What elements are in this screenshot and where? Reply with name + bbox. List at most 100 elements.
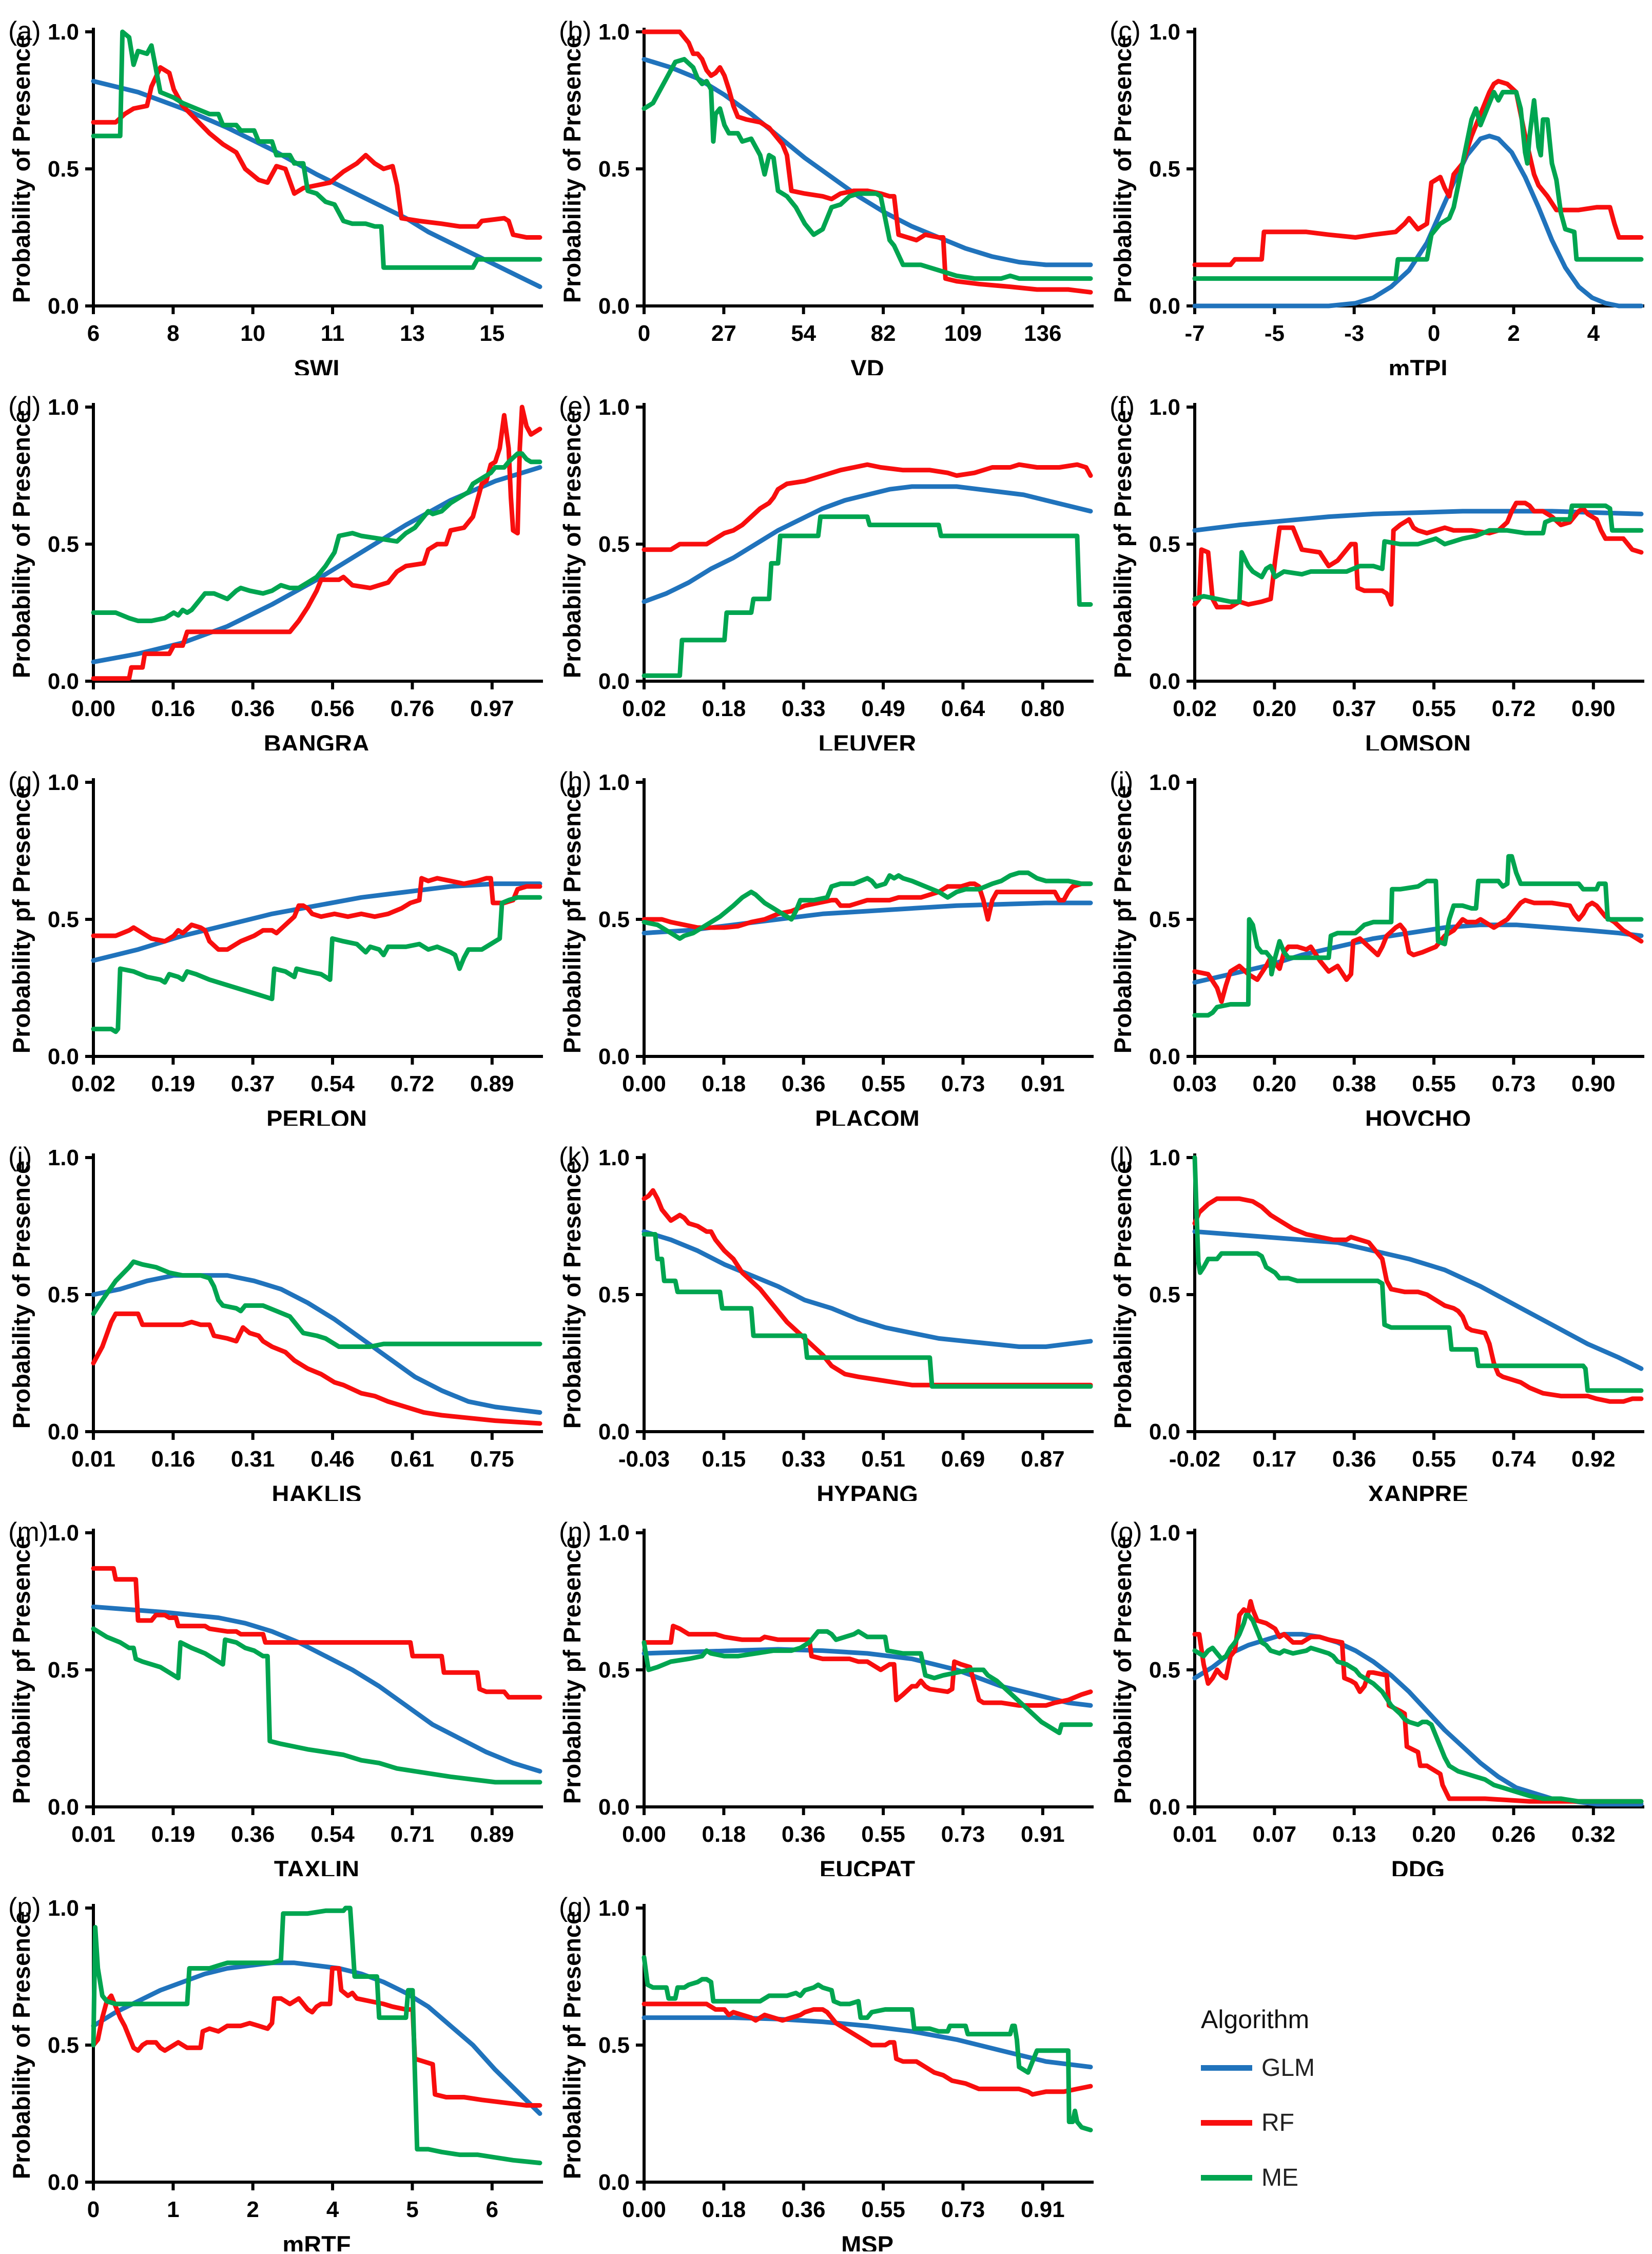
- y-tick-label: 1.0: [48, 1520, 79, 1546]
- y-tick-label: 0.0: [1149, 1419, 1180, 1444]
- y-tick-label: 0.5: [598, 157, 630, 182]
- legend-item-me: ME: [1201, 2164, 1509, 2192]
- series-me: [91, 1905, 542, 2166]
- y-axis-title: Probability pf Presence: [558, 1536, 586, 1804]
- panel-letter: (n): [559, 1517, 592, 1547]
- y-tick-label: 1.0: [1149, 20, 1180, 45]
- x-tick-label: 54: [791, 321, 816, 346]
- panel-n: (n) Probability pf Presence 1.0 0.5 0.0 0.00 0…: [551, 1501, 1101, 1883]
- y-axis-title: Probability pf Presence: [8, 785, 35, 1053]
- x-axis-title: HOVCHO: [1365, 1105, 1471, 1126]
- series-rf: [1192, 1196, 1644, 1404]
- x-axis-title: mRTF: [282, 2231, 351, 2251]
- panel-letter: (q): [559, 1893, 592, 1922]
- x-axis-title: LOMSON: [1365, 730, 1471, 750]
- series-rf: [91, 404, 542, 681]
- y-axis-title: Probability of Presence: [1109, 1536, 1136, 1804]
- y-tick-label: 0.5: [598, 532, 630, 557]
- x-tick-label: 4: [1587, 321, 1600, 346]
- x-tick-label: 27: [711, 321, 736, 346]
- series-rf: [91, 1311, 542, 1426]
- y-tick-label: 1.0: [48, 1896, 79, 1921]
- chart-eucpat: (n)Probability pf Presence 1.0 0.5 0.00.00 0…: [558, 1517, 1094, 1883]
- y-tick-label: 1.0: [1149, 1145, 1180, 1170]
- chart-haklis: (j)Probability of Presence 1.0 0.5 0.0 0.01 0…: [8, 1142, 543, 1508]
- x-tick-label: 82: [871, 321, 896, 346]
- x-tick-label: 0.92: [1571, 1447, 1616, 1472]
- x-tick-label: 0.33: [782, 1447, 826, 1472]
- panel-letter: (c): [1110, 16, 1141, 46]
- x-tick-label: 0.55: [1412, 1071, 1456, 1096]
- panel-e: (e) Probability of Presence 1.0 0.5 0.0 0.02 0…: [551, 375, 1101, 757]
- panel-l: (l) Probability of Presence 1.0 0.5 0.0 -0.02…: [1101, 1126, 1652, 1508]
- panel-b: (b) Probability of Presence 1.0 0.5 0.0 0 27 54…: [551, 0, 1101, 382]
- x-tick-label: 0.19: [151, 1822, 196, 1847]
- y-tick-label: 0.5: [598, 2033, 630, 2058]
- y-tick-label: 1.0: [1149, 1520, 1180, 1546]
- series-rf: [91, 65, 542, 240]
- x-tick-label: 0.36: [1332, 1447, 1376, 1472]
- y-tick-label: 0.0: [598, 1795, 630, 1820]
- x-axis-title: HYPANG: [817, 1480, 918, 1501]
- chart-perlon: (g)Probability pf Presence 1.0 0.5 0.00.02 0…: [8, 767, 543, 1132]
- y-tick-label: 0.5: [48, 157, 79, 182]
- glm-line-swatch: [1201, 2065, 1252, 2071]
- x-tick-label: 0.56: [310, 696, 355, 721]
- panel-letter: (m): [8, 1517, 48, 1547]
- chart-vd: (b)Probability of Presence 1.0 0.5 0.0 0 27 54…: [558, 16, 1094, 382]
- x-tick-label: 0.26: [1492, 1822, 1536, 1847]
- series-rf: [642, 1188, 1093, 1388]
- series-glm: [642, 1229, 1093, 1349]
- x-tick-label: 0.55: [1412, 696, 1456, 721]
- chart-placom: (h)Probability pf Presence 1.0 0.5 0.00.00 0…: [558, 767, 1094, 1132]
- y-axis-title: Probability pf Presence: [558, 785, 586, 1053]
- rf-line-swatch: [1201, 2120, 1252, 2126]
- panel-letter: (a): [8, 16, 41, 46]
- x-axis-title: SWI: [294, 355, 340, 375]
- x-tick-label: 0.36: [231, 1822, 275, 1847]
- x-tick-label: 5: [406, 2197, 418, 2222]
- y-axis-title: Probability of Presence: [1109, 35, 1136, 303]
- legend: Algorithm GLM RF ME: [1201, 2005, 1509, 2219]
- x-tick-label: 0.64: [941, 696, 985, 721]
- x-tick-label: 0.13: [1332, 1822, 1376, 1847]
- x-tick-label: 0.16: [151, 696, 196, 721]
- x-tick-label: 0.03: [1173, 1071, 1217, 1096]
- y-tick-label: 1.0: [48, 1145, 79, 1170]
- y-tick-label: 0.0: [48, 2170, 79, 2195]
- y-tick-label: 1.0: [598, 1145, 630, 1170]
- x-tick-label: 0.54: [310, 1822, 355, 1847]
- x-tick-label: 0.72: [1492, 696, 1536, 721]
- series-rf: [91, 876, 542, 952]
- x-tick-label: 0.00: [622, 1822, 666, 1847]
- series-me: [1192, 1155, 1644, 1393]
- x-tick-label: 0.89: [470, 1822, 514, 1847]
- x-tick-label: 0.73: [941, 2197, 985, 2222]
- series-rf: [642, 2001, 1093, 2097]
- y-axis-title: Probability of Presence: [8, 1161, 35, 1429]
- x-tick-label: -3: [1344, 321, 1364, 346]
- x-tick-label: 0.19: [151, 1071, 196, 1096]
- x-tick-label: 0.73: [1492, 1071, 1536, 1096]
- x-tick-label: 0.02: [1173, 696, 1217, 721]
- panel-letter: (h): [559, 767, 592, 797]
- y-axis-title: Probability pf Presence: [558, 1911, 586, 2179]
- x-tick-label: 109: [944, 321, 982, 346]
- x-tick-label: 6: [486, 2197, 498, 2222]
- series-me: [642, 56, 1093, 281]
- x-tick-label: 0.46: [310, 1447, 355, 1472]
- x-tick-label: 0.87: [1021, 1447, 1065, 1472]
- x-tick-label: 10: [240, 321, 265, 346]
- x-tick-label: 0.73: [941, 1822, 985, 1847]
- x-tick-label: 0.97: [470, 696, 514, 721]
- x-tick-label: 0.15: [702, 1447, 746, 1472]
- series-glm: [1192, 509, 1644, 533]
- series-glm: [91, 1960, 542, 2116]
- x-tick-label: -0.03: [618, 1447, 670, 1472]
- series-rf: [91, 1566, 542, 1700]
- x-tick-label: 0.36: [782, 1071, 826, 1096]
- series-me: [1192, 503, 1644, 604]
- panel-letter: (g): [8, 767, 41, 797]
- panel-o: (o) Probability of Presence 1.0 0.5 0.0 0.01 0…: [1101, 1501, 1652, 1883]
- x-axis-title: HAKLIS: [272, 1480, 362, 1501]
